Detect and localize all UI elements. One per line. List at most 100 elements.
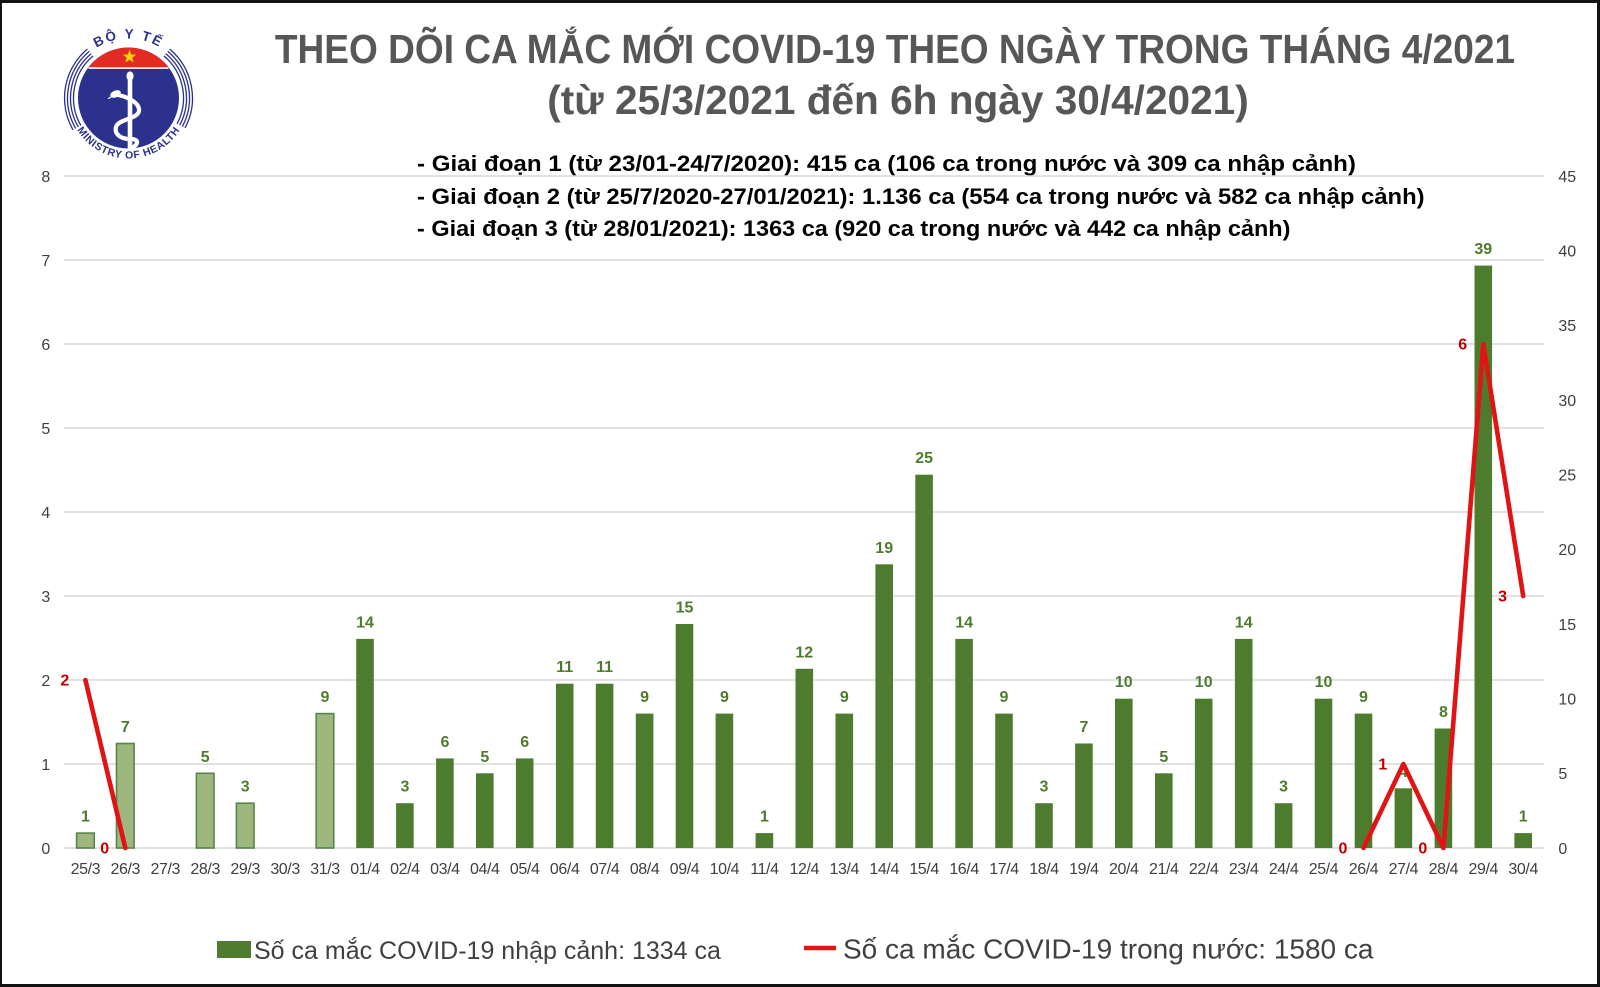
svg-text:7: 7 [41, 253, 50, 270]
svg-text:0: 0 [1338, 841, 1347, 858]
svg-text:5: 5 [1558, 766, 1567, 783]
svg-text:5: 5 [480, 749, 489, 766]
svg-text:11: 11 [556, 659, 573, 676]
svg-text:39: 39 [1474, 241, 1492, 258]
svg-text:18/4: 18/4 [1029, 861, 1059, 878]
svg-text:40: 40 [1558, 243, 1576, 260]
svg-text:26/3: 26/3 [111, 861, 141, 878]
svg-text:10: 10 [1115, 674, 1133, 691]
svg-text:19: 19 [875, 540, 893, 557]
svg-text:Số ca mắc COVID-19 nhập cảnh:: Số ca mắc COVID-19 nhập cảnh: 1334 ca [254, 936, 721, 965]
svg-text:29/4: 29/4 [1469, 861, 1499, 878]
svg-text:BỘ Y TẾ: BỘ Y TẾ [91, 27, 166, 50]
svg-text:16/4: 16/4 [949, 861, 979, 878]
svg-text:09/4: 09/4 [670, 861, 700, 878]
svg-text:25/3: 25/3 [71, 861, 101, 878]
svg-text:9: 9 [321, 689, 330, 706]
svg-text:27/4: 27/4 [1389, 861, 1419, 878]
svg-text:04/4: 04/4 [470, 861, 500, 878]
svg-text:6: 6 [1458, 337, 1467, 354]
svg-text:21/4: 21/4 [1149, 861, 1179, 878]
svg-text:9: 9 [840, 689, 849, 706]
svg-text:5: 5 [201, 749, 210, 766]
svg-text:10: 10 [1558, 691, 1576, 708]
svg-text:10/4: 10/4 [710, 861, 740, 878]
svg-text:14/4: 14/4 [869, 861, 899, 878]
svg-text:20: 20 [1558, 542, 1576, 559]
svg-text:14: 14 [955, 614, 973, 631]
svg-text:0: 0 [41, 841, 50, 858]
svg-text:14: 14 [356, 614, 374, 631]
svg-text:0: 0 [1558, 841, 1567, 858]
svg-text:30: 30 [1558, 393, 1576, 410]
svg-text:9: 9 [640, 689, 649, 706]
svg-text:30/4: 30/4 [1508, 861, 1538, 878]
svg-text:3: 3 [400, 779, 409, 796]
svg-text:03/4: 03/4 [430, 861, 460, 878]
svg-text:1: 1 [760, 809, 769, 826]
svg-text:8: 8 [41, 169, 50, 186]
svg-text:2: 2 [60, 673, 69, 690]
svg-text:29/3: 29/3 [230, 861, 260, 878]
svg-text:1: 1 [1519, 809, 1528, 826]
svg-text:14: 14 [1235, 614, 1253, 631]
svg-text:45: 45 [1558, 169, 1576, 186]
svg-text:3: 3 [1040, 779, 1049, 796]
svg-text:12/4: 12/4 [790, 861, 820, 878]
svg-text:30/3: 30/3 [270, 861, 300, 878]
svg-text:2: 2 [41, 673, 50, 690]
svg-text:15/4: 15/4 [909, 861, 939, 878]
svg-text:3: 3 [41, 589, 50, 606]
svg-text:25: 25 [915, 450, 933, 467]
svg-text:31/3: 31/3 [310, 861, 340, 878]
svg-text:27/3: 27/3 [151, 861, 181, 878]
svg-text:02/4: 02/4 [390, 861, 420, 878]
svg-text:8: 8 [1439, 704, 1448, 721]
svg-text:3: 3 [1498, 589, 1507, 606]
svg-text:19/4: 19/4 [1069, 861, 1099, 878]
svg-text:01/4: 01/4 [350, 861, 380, 878]
svg-text:3: 3 [1279, 779, 1288, 796]
svg-text:15: 15 [1558, 617, 1576, 634]
svg-text:0: 0 [100, 841, 109, 858]
svg-text:10: 10 [1195, 674, 1213, 691]
svg-text:11/4: 11/4 [750, 861, 779, 878]
svg-text:13/4: 13/4 [830, 861, 860, 878]
svg-text:3: 3 [241, 779, 250, 796]
svg-text:9: 9 [720, 689, 729, 706]
svg-text:11: 11 [596, 659, 613, 676]
svg-text:5: 5 [41, 421, 50, 438]
svg-text:15: 15 [676, 600, 694, 617]
svg-text:25: 25 [1558, 467, 1576, 484]
svg-text:4: 4 [41, 505, 50, 522]
svg-text:06/4: 06/4 [550, 861, 580, 878]
svg-text:25/4: 25/4 [1309, 861, 1339, 878]
svg-text:24/4: 24/4 [1269, 861, 1299, 878]
svg-text:12: 12 [795, 644, 813, 661]
svg-text:Số ca mắc COVID-19 trong nước:: Số ca mắc COVID-19 trong nước: 1580 ca [843, 934, 1374, 965]
svg-text:7: 7 [1079, 719, 1088, 736]
svg-text:08/4: 08/4 [630, 861, 660, 878]
svg-text:22/4: 22/4 [1189, 861, 1219, 878]
svg-text:7: 7 [121, 719, 130, 736]
svg-text:6: 6 [41, 337, 50, 354]
svg-text:28/4: 28/4 [1429, 861, 1459, 878]
svg-text:6: 6 [520, 734, 529, 751]
svg-text:5: 5 [1159, 749, 1168, 766]
svg-text:6: 6 [440, 734, 449, 751]
svg-text:10: 10 [1315, 674, 1333, 691]
svg-text:35: 35 [1558, 318, 1576, 335]
svg-text:1: 1 [41, 757, 50, 774]
svg-text:4: 4 [1399, 764, 1408, 781]
svg-text:28/3: 28/3 [190, 861, 220, 878]
svg-text:0: 0 [1418, 841, 1427, 858]
svg-text:23/4: 23/4 [1229, 861, 1259, 878]
svg-text:1: 1 [1378, 757, 1387, 774]
svg-text:1: 1 [81, 809, 90, 826]
svg-text:9: 9 [1359, 689, 1368, 706]
svg-text:9: 9 [1000, 689, 1009, 706]
svg-text:26/4: 26/4 [1349, 861, 1379, 878]
svg-text:05/4: 05/4 [510, 861, 540, 878]
svg-text:07/4: 07/4 [590, 861, 620, 878]
svg-text:20/4: 20/4 [1109, 861, 1139, 878]
